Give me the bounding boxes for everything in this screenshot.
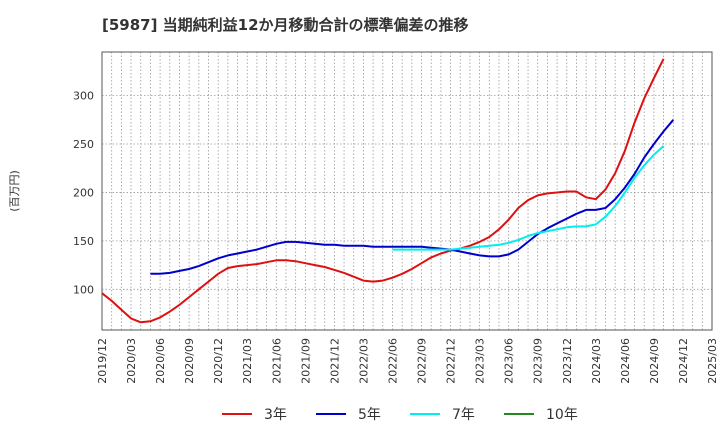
y-axis-ticks: 100 150 200 250 300 <box>73 90 94 297</box>
x-tick-label: 2021/06 <box>270 338 283 384</box>
x-axis-ticks: 2019/12 2020/03 2020/06 2020/09 2020/12 2021/… <box>96 338 719 384</box>
grid <box>102 52 712 330</box>
x-tick-label: 2022/06 <box>386 338 399 384</box>
plot-frame <box>101 51 713 331</box>
series-line-3年 <box>101 58 665 324</box>
x-tick-label: 2022/03 <box>357 338 370 384</box>
y-tick-label: 150 <box>73 235 94 248</box>
x-tick-label: 2021/03 <box>241 338 254 384</box>
x-tick-label: 2021/09 <box>299 338 312 384</box>
x-tick-label: 2024/06 <box>619 338 632 384</box>
legend-label: 5年 <box>358 407 381 423</box>
x-tick-label: 2024/03 <box>590 338 603 384</box>
legend: 3年 5年 7年 10年 <box>222 407 578 423</box>
x-tick-label: 2024/12 <box>677 338 690 384</box>
chart-title: [5987] 当期純利益12か月移動合計の標準偏差の推移 <box>102 16 469 34</box>
x-tick-label: 2021/12 <box>328 338 341 384</box>
series-layer <box>101 58 675 324</box>
x-tick-label: 2025/03 <box>706 338 719 384</box>
x-tick-label: 2024/09 <box>648 338 661 384</box>
x-tick-label: 2019/12 <box>96 338 109 384</box>
series-line-7年 <box>392 145 665 251</box>
legend-label: 7年 <box>452 407 475 423</box>
y-tick-label: 200 <box>73 186 94 199</box>
y-tick-label: 100 <box>73 283 94 296</box>
x-tick-label: 2023/03 <box>474 338 487 384</box>
x-tick-label: 2022/12 <box>445 338 458 384</box>
legend-label: 10年 <box>546 407 578 423</box>
legend-label: 3年 <box>264 407 287 423</box>
y-tick-label: 300 <box>73 90 94 103</box>
x-tick-label: 2020/12 <box>212 338 225 384</box>
x-tick-label: 2023/09 <box>532 338 545 384</box>
y-axis-label: (百万円) <box>8 170 21 212</box>
x-tick-label: 2020/06 <box>154 338 167 384</box>
x-tick-label: 2020/09 <box>183 338 196 384</box>
series-line-5年 <box>150 119 675 275</box>
x-tick-label: 2022/09 <box>416 338 429 384</box>
y-tick-label: 250 <box>73 138 94 151</box>
x-tick-label: 2023/06 <box>503 338 516 384</box>
x-tick-label: 2020/03 <box>125 338 138 384</box>
x-tick-label: 2023/12 <box>561 338 574 384</box>
